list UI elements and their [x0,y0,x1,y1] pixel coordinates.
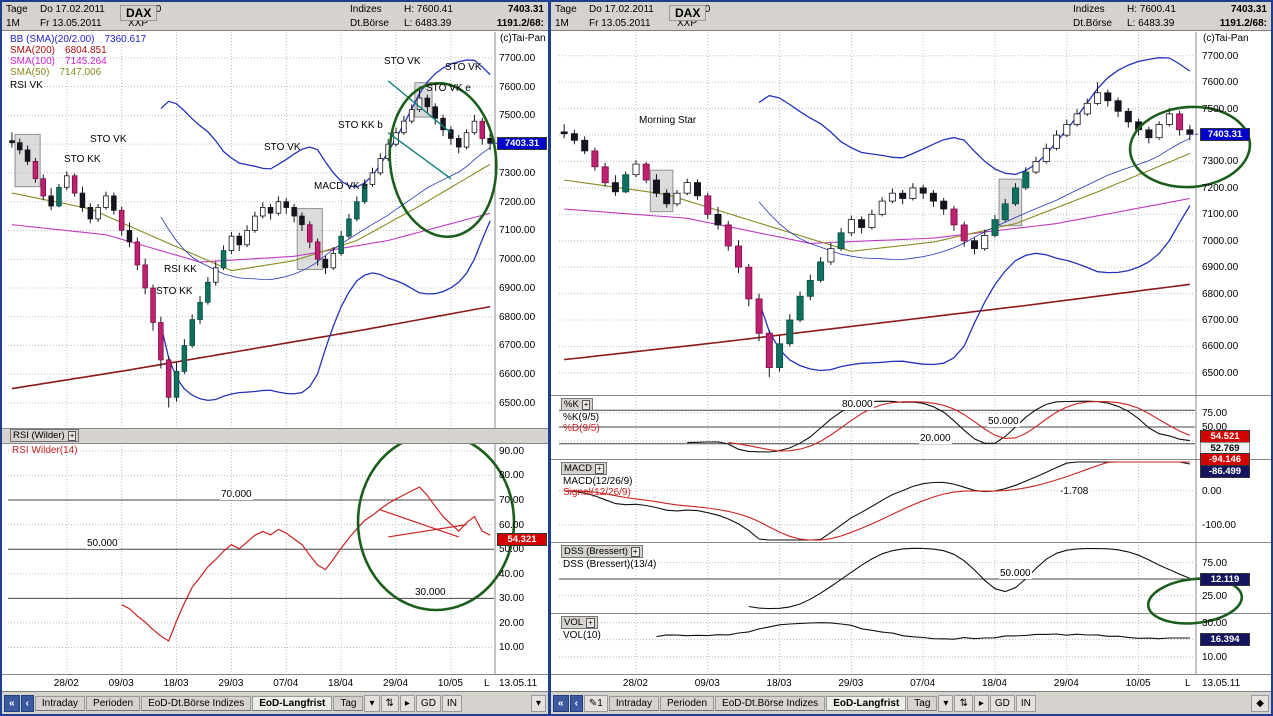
toolbar-corner-button[interactable]: ◆ [1251,694,1269,712]
zoom-label[interactable]: 1M [6,17,20,29]
tool-button-2[interactable]: GD [415,694,441,712]
tool-button-1[interactable]: ▸ [399,694,415,712]
toolbar-tab-intraday[interactable]: Intraday [34,695,86,711]
stoch-pane-header-expand-button[interactable]: + [581,399,591,410]
candlestick-chart-canvas-left[interactable] [2,2,548,714]
chart-header: Tage Do 17.02.2011 846900 Indizes H: 760… [2,2,548,31]
flags-label: XXP [677,17,698,29]
high-value: H: 7600.41 [1127,3,1176,15]
bottom-toolbar-right: «‹ ✎1 Intraday Perioden EoD-Dt.Börse Indizes… [551,691,1271,714]
tool-button-0[interactable]: ⇅ [380,694,399,712]
tool-button-1[interactable]: ▸ [973,694,989,712]
nav-back-button-0[interactable]: « [553,694,569,712]
last-price: 7403.31 [1230,3,1267,15]
end-date: Fr 13.05.2011 [40,17,102,29]
group-label: Indizes [1073,3,1105,15]
chart-header: Tage Do 17.02.2011 846900 Indizes H: 760… [551,2,1271,31]
low-value: L: 6483.39 [1127,17,1175,29]
exchange-label: Dt.Börse [1073,17,1112,29]
timeframe-dropdown[interactable]: Tag [333,695,364,711]
rsi-pane-divider [2,428,548,444]
timeframe-dropdown-arrow[interactable]: ▾ [364,694,380,712]
zoom-label[interactable]: 1M [555,17,569,29]
tool-button-2[interactable]: GD [989,694,1015,712]
timeframe-dropdown-arrow[interactable]: ▾ [938,694,954,712]
chart-panel-right: Tage Do 17.02.2011 846900 Indizes H: 760… [551,2,1271,714]
symbol-label[interactable]: DAX [120,5,158,21]
start-date: Do 17.02.2011 [40,3,105,15]
timeframe-label[interactable]: Tage [6,3,28,15]
toolbar-tab-perioden[interactable]: Perioden [86,695,141,711]
toolbar-tab-perioden[interactable]: Perioden [660,695,715,711]
toolbar-tab-intraday[interactable]: Intraday [608,695,659,711]
tool-button-3[interactable]: IN [1015,694,1036,712]
last-price: 7403.31 [507,3,544,15]
toolbar-tab-eod-langfrist[interactable]: EoD-Langfrist [826,695,907,711]
bottom-toolbar-left: «‹ Intraday Perioden EoD-Dt.Börse Indizes Eo… [2,691,548,714]
nav-back-button-0[interactable]: « [4,694,20,712]
nav-back-button-1[interactable]: ‹ [20,694,34,712]
chart-panel-left: Tage Do 17.02.2011 846900 Indizes H: 760… [2,2,548,714]
tool-button-3[interactable]: IN [441,694,462,712]
tool-button-0[interactable]: ⇅ [954,694,973,712]
high-value: H: 7600.41 [404,3,453,15]
nav-back-button-1[interactable]: ‹ [569,694,583,712]
annotation-tool-button[interactable]: ✎1 [583,694,608,712]
flags-label: XXP [128,17,149,29]
low-value: L: 6483.39 [404,17,452,29]
rsi-pane-header-expand-button[interactable]: + [67,430,77,441]
symbol-label[interactable]: DAX [669,5,707,21]
toolbar-tab-eod-langfrist[interactable]: EoD-Langfrist [252,695,333,711]
timeframe-dropdown[interactable]: Tag [907,695,938,711]
toolbar-tab-eod-dt-b-rse-indizes[interactable]: EoD-Dt.Börse Indizes [141,695,252,711]
timeframe-label[interactable]: Tage [555,3,577,15]
macd-pane-header-expand-button[interactable]: + [594,463,604,474]
toolbar-corner-button[interactable]: ▾ [530,694,546,712]
vol-pane-header-expand-button[interactable]: + [586,617,595,628]
exchange-label: Dt.Börse [350,17,389,29]
dss-pane-header-expand-button[interactable]: + [630,546,640,557]
group-label: Indizes [350,3,382,15]
volume-value: 1191.2/68: [1219,17,1267,29]
end-date: Fr 13.05.2011 [589,17,651,29]
start-date: Do 17.02.2011 [589,3,654,15]
toolbar-tab-eod-dt-b-rse-indizes[interactable]: EoD-Dt.Börse Indizes [715,695,826,711]
volume-value: 1191.2/68: [496,17,544,29]
candlestick-chart-canvas-right[interactable] [551,2,1271,714]
